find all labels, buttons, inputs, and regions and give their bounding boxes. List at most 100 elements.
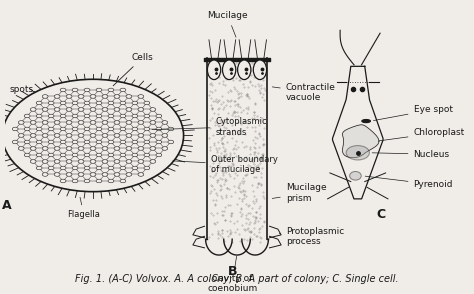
Text: Chloroplast: Chloroplast [379,128,465,141]
Circle shape [24,153,30,157]
Circle shape [96,101,102,105]
Circle shape [120,127,126,131]
Circle shape [120,140,126,144]
Circle shape [30,134,36,137]
Circle shape [96,166,102,170]
Circle shape [114,121,120,124]
Ellipse shape [362,120,370,123]
Polygon shape [343,125,379,158]
Circle shape [78,173,84,176]
Circle shape [132,166,138,170]
Circle shape [84,166,90,170]
Circle shape [84,127,90,131]
Circle shape [78,95,84,98]
Ellipse shape [222,60,236,80]
Circle shape [108,179,114,183]
Circle shape [144,101,150,105]
Circle shape [90,147,96,150]
Circle shape [72,88,78,92]
Circle shape [54,95,60,98]
Circle shape [12,127,18,131]
Circle shape [48,114,54,118]
Circle shape [144,114,150,118]
Circle shape [96,179,102,183]
Polygon shape [332,66,383,199]
Circle shape [114,147,120,150]
Text: C: C [376,208,385,220]
Circle shape [162,134,168,137]
Circle shape [108,114,114,118]
Circle shape [132,114,138,118]
Circle shape [36,140,42,144]
Circle shape [72,153,78,157]
Circle shape [36,166,42,170]
Circle shape [96,88,102,92]
Circle shape [150,160,156,163]
Circle shape [126,134,132,137]
Circle shape [96,140,102,144]
Circle shape [108,127,114,131]
Circle shape [96,114,102,118]
Circle shape [120,88,126,92]
Ellipse shape [208,60,221,80]
Circle shape [90,95,96,98]
Circle shape [150,147,156,150]
Circle shape [144,166,150,170]
Circle shape [66,134,72,137]
Text: A: A [2,199,12,212]
Circle shape [60,88,66,92]
Circle shape [102,121,108,124]
Circle shape [90,121,96,124]
Circle shape [108,140,114,144]
Circle shape [78,108,84,111]
Text: Cells: Cells [113,53,154,86]
Circle shape [132,101,138,105]
Circle shape [346,146,369,160]
Circle shape [42,173,48,176]
Circle shape [48,166,54,170]
Text: Contractile
vacuole: Contractile vacuole [272,83,336,102]
Circle shape [42,121,48,124]
Circle shape [156,153,162,157]
Circle shape [108,153,114,157]
Circle shape [66,160,72,163]
Circle shape [84,179,90,183]
Circle shape [144,153,150,157]
Circle shape [60,127,66,131]
Circle shape [78,147,84,150]
Circle shape [48,127,54,131]
Text: Outer boundary
of mucilage: Outer boundary of mucilage [173,155,278,174]
Circle shape [114,95,120,98]
Circle shape [114,108,120,111]
Circle shape [84,88,90,92]
Circle shape [150,121,156,124]
Text: Mucilage: Mucilage [208,11,248,37]
Circle shape [90,173,96,176]
Text: Mucilage
prism: Mucilage prism [272,183,327,203]
Circle shape [42,134,48,137]
Circle shape [156,114,162,118]
Circle shape [18,134,24,137]
Ellipse shape [350,171,361,180]
Circle shape [120,153,126,157]
Circle shape [54,173,60,176]
Circle shape [42,160,48,163]
Circle shape [108,101,114,105]
Circle shape [162,147,168,150]
Circle shape [66,108,72,111]
Circle shape [132,127,138,131]
Circle shape [138,147,144,150]
Circle shape [156,127,162,131]
Circle shape [138,173,144,176]
Circle shape [90,160,96,163]
Circle shape [102,108,108,111]
Circle shape [102,173,108,176]
Circle shape [36,114,42,118]
Circle shape [48,101,54,105]
Circle shape [30,108,36,111]
Circle shape [102,160,108,163]
Circle shape [18,121,24,124]
Circle shape [42,147,48,150]
Circle shape [60,114,66,118]
Text: Eye spot: Eye spot [374,105,453,121]
